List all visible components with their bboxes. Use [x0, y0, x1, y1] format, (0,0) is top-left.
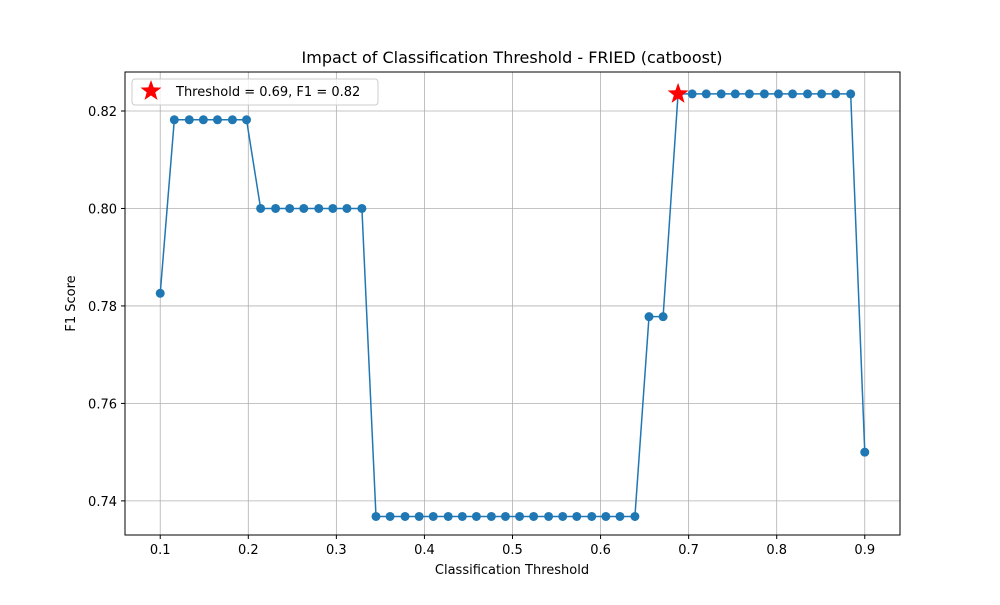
data-point: [803, 89, 813, 99]
data-point: [515, 511, 525, 521]
chart-title: Impact of Classification Threshold - FRI…: [302, 48, 723, 67]
x-tick-label: 0.8: [766, 543, 787, 558]
data-point: [773, 89, 783, 99]
x-tick-label: 0.2: [238, 543, 259, 558]
y-tick-label: 0.76: [88, 397, 117, 412]
data-point: [328, 203, 338, 213]
data-point: [357, 203, 367, 213]
data-point: [744, 89, 754, 99]
x-axis: 0.1 0.2 0.3 0.4 0.5 0.6 0.7 0.8 0.9: [150, 535, 875, 558]
data-point: [630, 511, 640, 521]
data-point: [572, 511, 582, 521]
y-tick-label: 0.82: [88, 105, 117, 120]
data-point: [831, 89, 841, 99]
y-tick-label: 0.80: [88, 202, 117, 217]
data-point: [428, 511, 438, 521]
x-tick-label: 0.4: [414, 543, 435, 558]
x-tick-label: 0.1: [150, 543, 171, 558]
data-point: [371, 511, 381, 521]
data-point: [271, 203, 281, 213]
data-point: [256, 203, 266, 213]
data-point: [759, 89, 769, 99]
data-point: [198, 115, 208, 125]
data-point: [716, 89, 726, 99]
data-point: [860, 447, 870, 457]
legend-star-icon: [140, 80, 162, 100]
y-axis: 0.74 0.76 0.78 0.80 0.82: [88, 105, 125, 510]
y-axis-label: F1 Score: [64, 275, 79, 331]
data-point: [285, 203, 295, 213]
data-point: [169, 115, 179, 125]
x-tick-label: 0.5: [502, 543, 523, 558]
data-point: [788, 89, 798, 99]
data-point: [184, 115, 194, 125]
best-threshold-marker: [667, 82, 689, 103]
y-tick-label: 0.78: [88, 300, 117, 315]
data-point: [658, 312, 668, 322]
data-point: [687, 89, 697, 99]
x-tick-label: 0.9: [854, 543, 875, 558]
legend-box: [131, 78, 379, 106]
data-point: [414, 511, 424, 521]
data-point: [443, 511, 453, 521]
x-axis-label: Classification Threshold: [435, 563, 589, 578]
data-point: [817, 89, 827, 99]
data-point: [529, 511, 539, 521]
data-point: [457, 511, 467, 521]
data-point: [471, 511, 481, 521]
data-point: [558, 511, 568, 521]
data-point: [385, 511, 395, 521]
legend: Threshold = 0.69, F1 = 0.82: [131, 78, 379, 106]
data-point: [314, 203, 324, 213]
legend-label: Threshold = 0.69, F1 = 0.82: [175, 85, 360, 100]
data-point: [486, 511, 496, 521]
data-point: [400, 511, 410, 521]
x-tick-label: 0.6: [590, 543, 611, 558]
grid-layer: [125, 72, 900, 535]
x-tick-label: 0.3: [326, 543, 347, 558]
data-point: [730, 89, 740, 99]
data-point: [587, 511, 597, 521]
data-point: [500, 511, 510, 521]
data-point: [242, 115, 252, 125]
data-point: [544, 511, 554, 521]
data-point: [601, 511, 611, 521]
data-point: [846, 89, 856, 99]
data-point: [299, 203, 309, 213]
data-point: [644, 312, 654, 322]
x-tick-label: 0.7: [678, 543, 699, 558]
data-point: [212, 115, 222, 125]
data-point: [342, 203, 352, 213]
series-layer: [155, 82, 870, 521]
y-tick-label: 0.74: [88, 495, 117, 510]
data-point: [701, 89, 711, 99]
data-point: [155, 288, 165, 298]
data-point: [227, 115, 237, 125]
data-point: [615, 511, 625, 521]
